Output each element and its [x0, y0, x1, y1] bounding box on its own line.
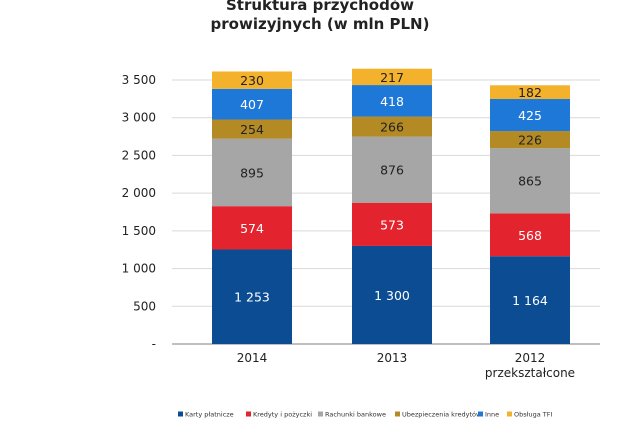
data-label: 865 [518, 174, 542, 189]
data-label: 1 164 [512, 293, 548, 308]
y-tick-label: 1 500 [122, 224, 156, 238]
data-label: 574 [240, 221, 264, 236]
bar-segment [212, 119, 292, 139]
data-label: 226 [518, 133, 542, 148]
legend-label: Kredyty i pożyczki [253, 411, 312, 419]
bar-segment [352, 85, 432, 117]
y-tick-label: - [152, 337, 156, 351]
data-label: 254 [240, 122, 264, 137]
x-tick-label: 2013 [377, 351, 408, 365]
bar-segment [352, 136, 432, 203]
legend-swatch [246, 411, 251, 417]
data-label: 407 [240, 97, 264, 112]
bar-segment [352, 245, 432, 344]
bar-segment [490, 148, 570, 214]
legend-label: Rachunki bankowe [325, 411, 386, 419]
bar-segment [212, 138, 292, 207]
bar-segment [212, 206, 292, 250]
bar-segment [490, 213, 570, 257]
data-label: 418 [380, 94, 404, 109]
chart-subtitle: prowizyjnych (w mln PLN) [210, 15, 430, 33]
x-tick-label: 2012 [515, 351, 546, 365]
bar-segment [490, 99, 570, 132]
y-tick-label: 2 000 [122, 186, 156, 200]
bar-segment [352, 116, 432, 137]
y-tick-label: 3 500 [122, 73, 156, 87]
x-tick-label: 2014 [237, 351, 268, 365]
data-label: 1 253 [234, 290, 270, 305]
bar-segment [490, 131, 570, 149]
data-label: 573 [380, 217, 404, 232]
bar-segment [212, 249, 292, 344]
legend-label: Karty płatnicze [185, 411, 234, 419]
data-label: 230 [240, 73, 264, 88]
bar-segment [490, 85, 570, 100]
bar-segment [352, 202, 432, 246]
bar-segment [490, 256, 570, 344]
legend-label: Ubezpieczenia kredytów [402, 411, 482, 419]
legend-swatch [178, 411, 183, 417]
legend-swatch [395, 411, 400, 417]
data-label: 895 [240, 165, 264, 180]
data-label: 266 [380, 120, 404, 135]
data-label: 1 300 [374, 288, 410, 303]
data-label: 568 [518, 228, 542, 243]
bar-segment [212, 88, 292, 120]
legend-label: Inne [485, 411, 499, 419]
legend-swatch [478, 411, 483, 417]
y-tick-label: 1 000 [122, 262, 156, 276]
data-label: 425 [518, 108, 542, 123]
y-tick-label: 3 000 [122, 111, 156, 125]
bar-segment [212, 71, 292, 89]
legend-swatch [318, 411, 323, 417]
y-tick-label: 500 [133, 299, 156, 313]
y-tick-label: 2 500 [122, 148, 156, 162]
legend-label: Obsługa TFI [514, 411, 552, 419]
data-label: 182 [518, 85, 542, 100]
x-tick-label: przekształcone [485, 366, 575, 380]
data-label: 876 [380, 163, 404, 178]
data-label: 217 [380, 70, 404, 85]
bar-segment [352, 68, 432, 86]
chart-title: Struktura przychodów [225, 0, 415, 14]
legend-swatch [507, 411, 512, 417]
